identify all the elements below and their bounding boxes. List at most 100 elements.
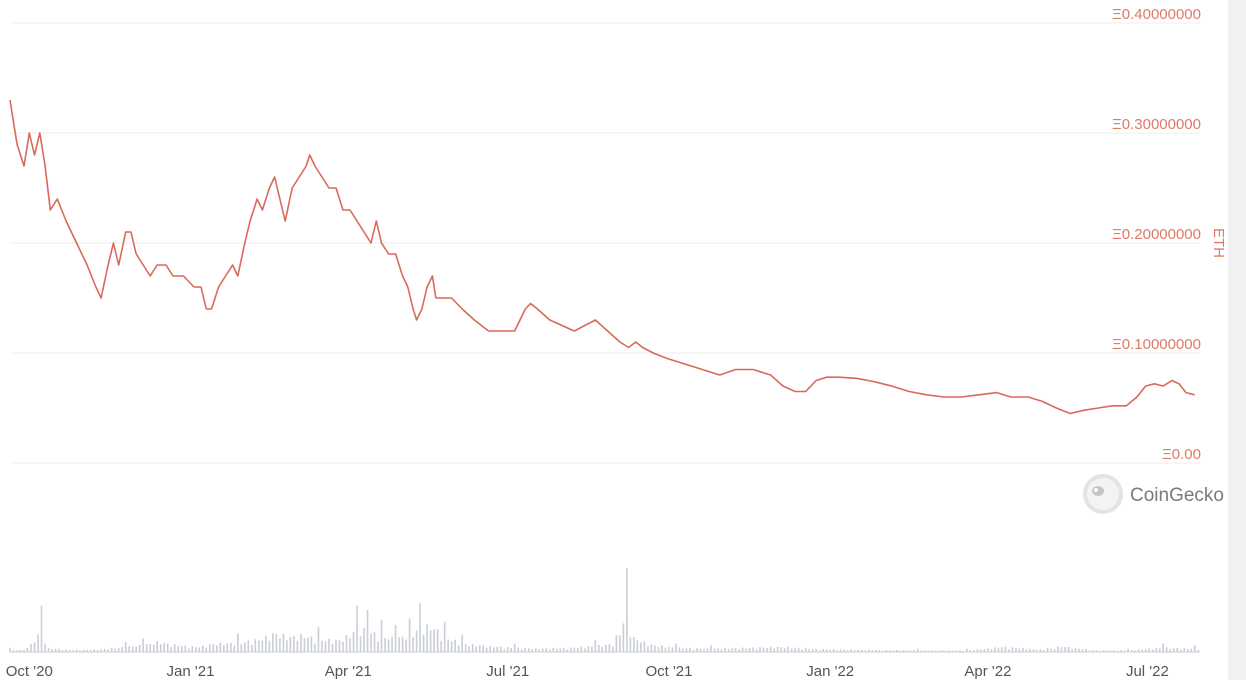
volume-bar [776,646,779,652]
volume-bar [1081,649,1084,652]
volume-bar [72,650,74,652]
volume-bar [860,649,863,652]
volume-bar [759,647,761,652]
volume-bar [787,646,789,652]
volume-bar [450,641,453,652]
volume-bar [548,649,551,652]
volume-bar [853,650,856,652]
volume-bar [1172,648,1175,652]
volume-bar [762,647,765,652]
volume-bar [216,645,218,652]
volume-bar [1141,649,1143,652]
volume-bar [706,648,709,652]
volume-bar [1197,649,1200,652]
volume-bar [107,649,109,652]
volume-bar [1071,649,1073,652]
volume-bar [1004,646,1007,652]
volume-bar [780,647,782,652]
volume-bar [1011,647,1014,652]
volume-bar [124,641,127,652]
y-axis-unit-label: ETH [1210,228,1227,258]
volume-bar [626,568,628,652]
volume-bar [1008,649,1010,652]
volume-bar [145,644,148,652]
volume-bar [888,650,891,652]
volume-bar [233,645,236,652]
volume-bar [380,620,383,652]
volume-bar [166,643,169,652]
volume-bar [328,638,330,652]
volume-bar [251,645,253,652]
y-tick-label: Ξ0.10000000 [1112,336,1201,353]
volume-bar [878,649,881,652]
volume-bar [881,650,884,652]
volume-bar [1148,648,1150,652]
volume-bar [945,650,947,652]
volume-bar [1120,650,1122,652]
volume-bar [1186,648,1189,652]
volume-bar [170,646,173,652]
volume-bar [629,637,632,652]
volume-bar [1127,648,1129,652]
volume-bar [412,637,414,652]
x-tick-label: Oct '20 [6,663,53,680]
volume-bar [454,639,456,652]
volume-bar [1001,647,1003,652]
volume-bar [33,642,36,652]
volume-bar [934,650,937,652]
volume-bar [117,647,120,652]
volume-bar [594,640,597,652]
volume-bar [668,646,670,652]
volume-bar [1099,650,1101,652]
volume-bar [415,630,418,652]
volume-bar [478,645,481,652]
volume-bar [790,648,793,652]
volume-bar [846,650,849,652]
volume-bar [615,635,618,652]
volume-bar [338,640,341,652]
volume-bar [710,645,712,652]
page-scrollbar[interactable] [1228,0,1246,680]
x-tick-label: Apr '21 [325,663,372,680]
volume-bar [366,610,369,652]
volume-bar [1106,650,1108,652]
volume-bar [377,641,379,652]
volume-bar [61,650,64,652]
volume-bar [973,650,975,652]
volume-bar [1137,649,1140,652]
volume-bar [335,639,337,652]
volume-bar [913,650,916,652]
volume-bar [731,648,733,652]
volume-bar [829,649,832,652]
volume-bar [563,647,565,652]
volume-bar [1046,647,1049,652]
volume-bar [293,636,295,652]
volume-bar [254,639,257,652]
volume-bar [1113,650,1115,652]
volume-bar [503,649,506,652]
volume-bar [654,645,656,652]
gridlines [10,22,1200,464]
volume-bar [885,649,888,652]
volume-bar [892,650,895,652]
volume-bar [208,644,211,652]
volume-bar [356,605,358,652]
volume-bar [766,648,768,652]
volume-bar [96,650,99,652]
volume-bar [678,647,681,652]
volume-bar [1036,649,1038,652]
volume-bar [903,650,905,652]
volume-bar [152,644,155,652]
volume-bar [545,648,548,652]
volume-bar [938,650,940,652]
volume-bar [570,647,572,652]
volume-bar [464,644,467,652]
volume-bar [941,650,944,652]
volume-bar [598,645,600,652]
volume-bar [794,647,796,652]
volume-bar [541,648,544,652]
volume-bar [952,650,954,652]
volume-bar [110,647,113,652]
volume-bar [26,647,29,652]
